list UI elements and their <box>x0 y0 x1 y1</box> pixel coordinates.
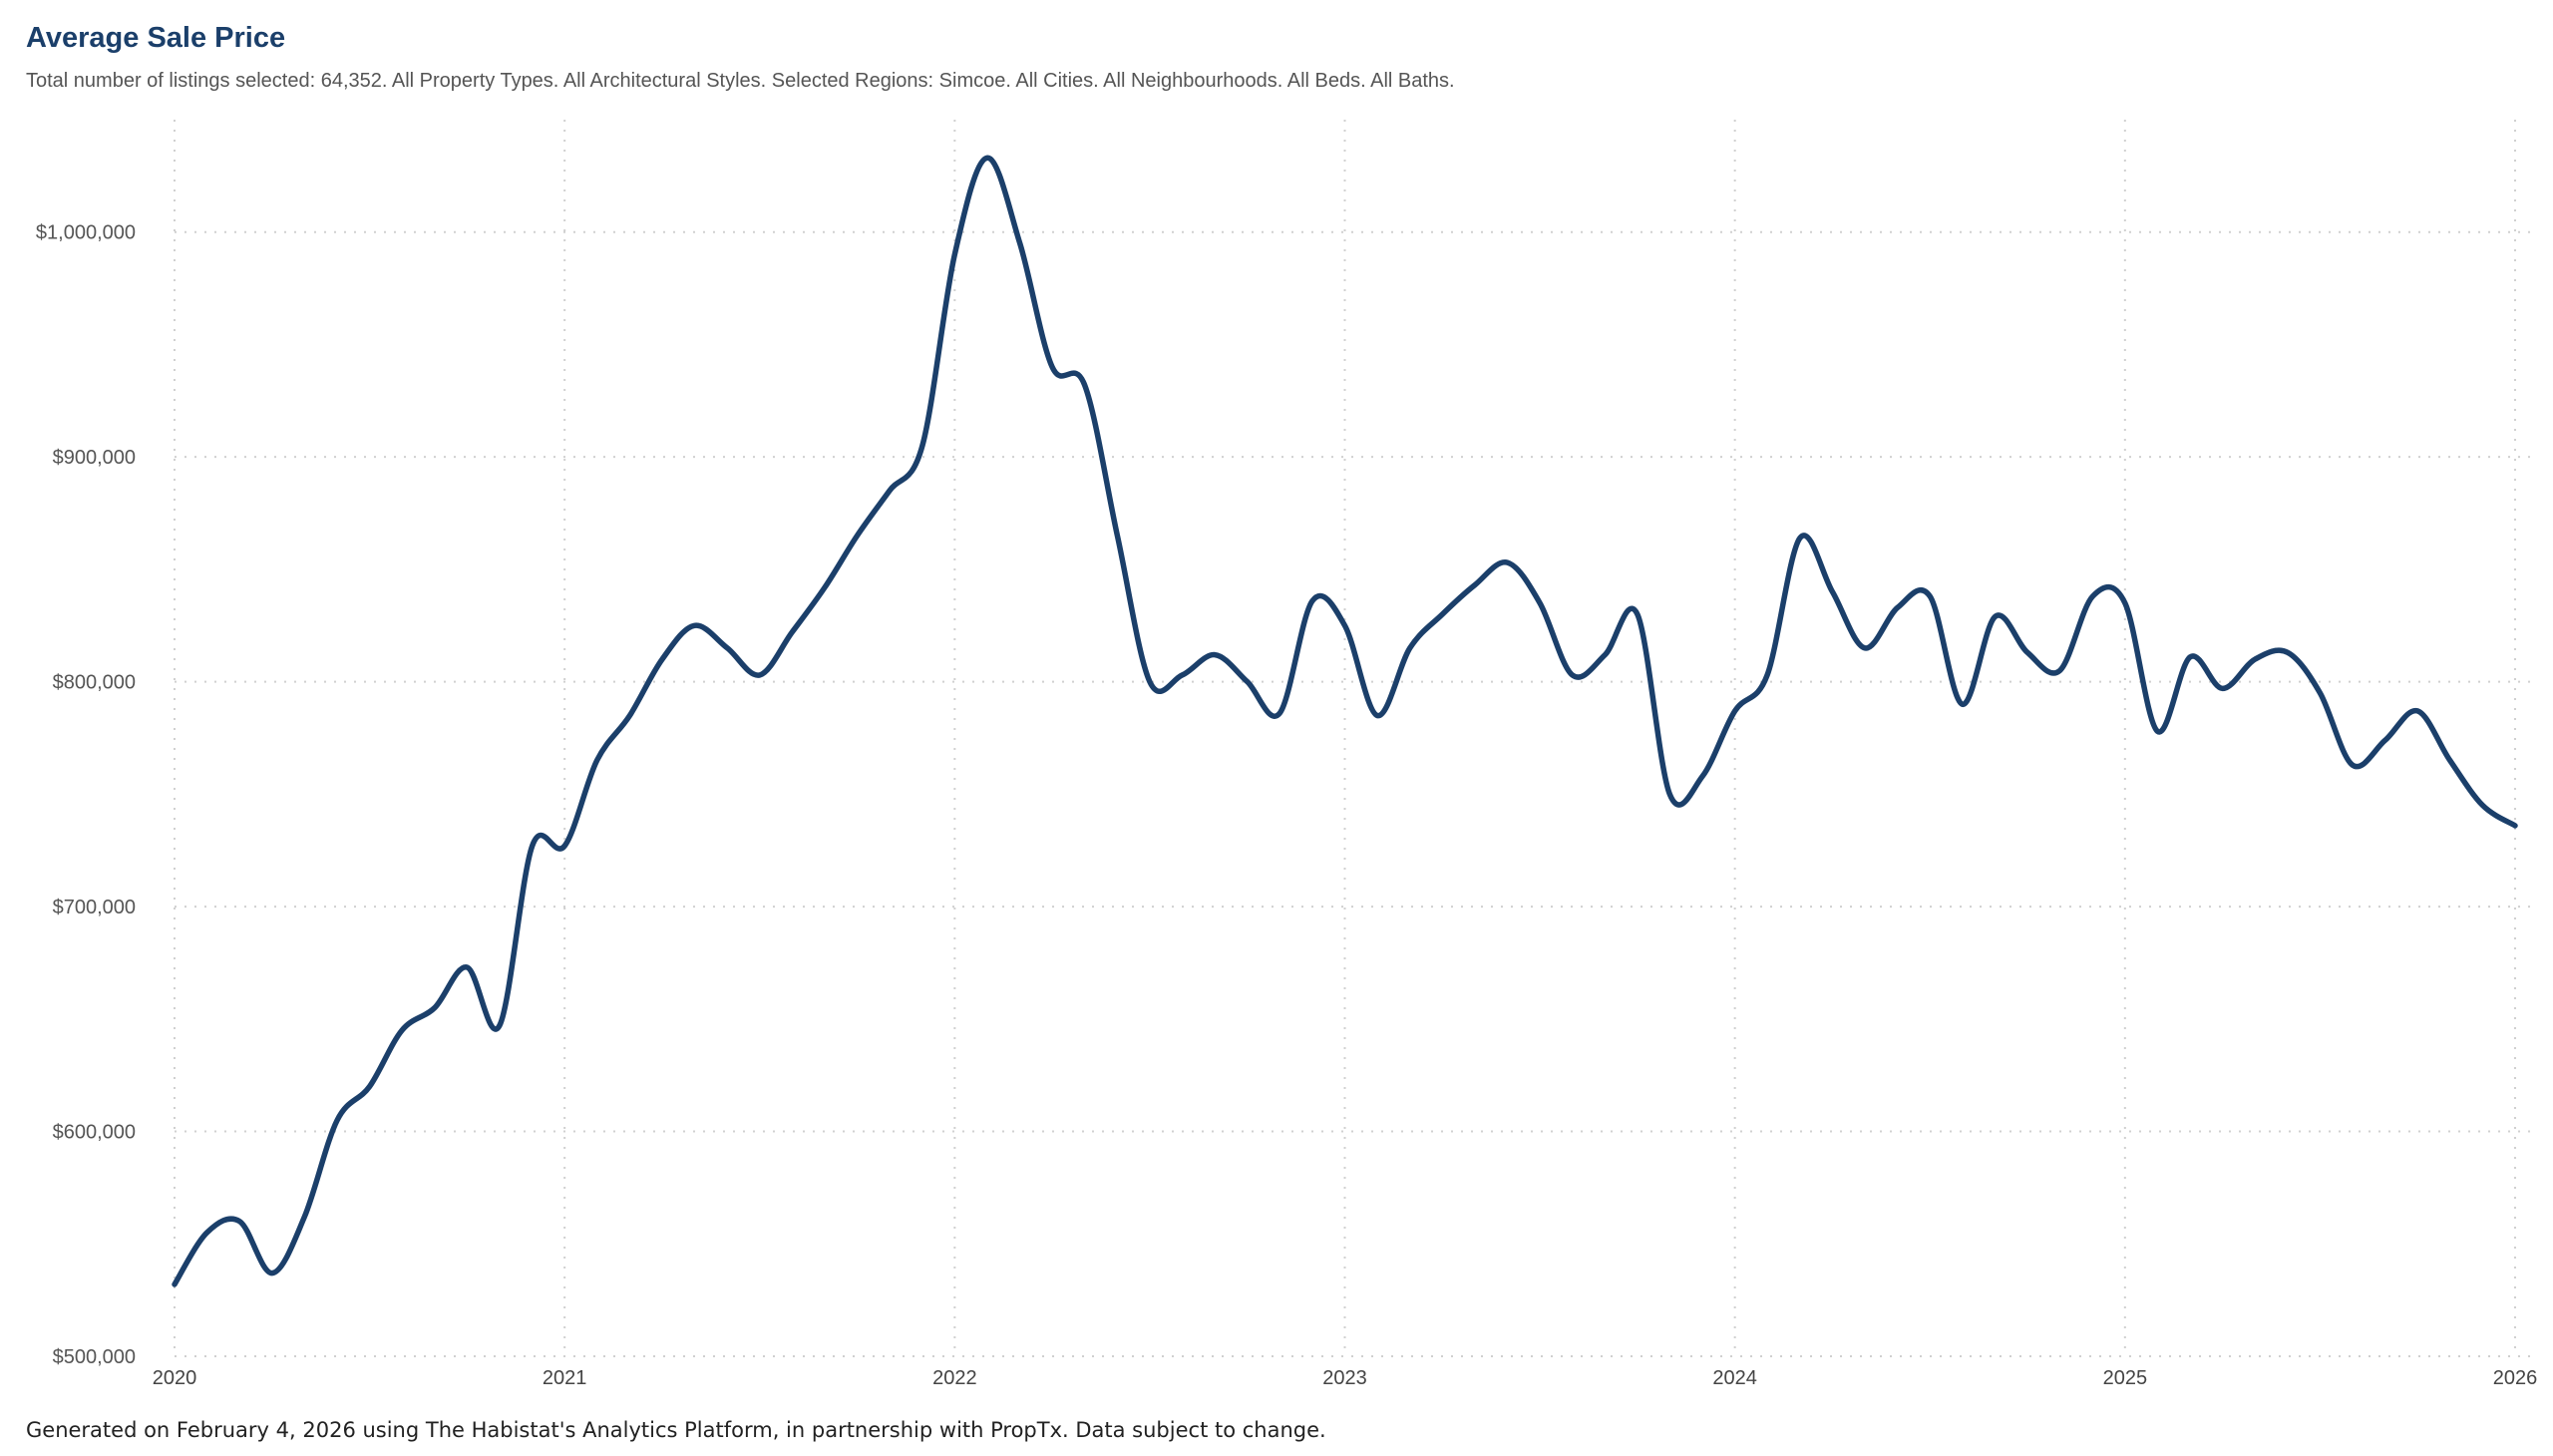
x-tick-label: 2022 <box>932 1367 977 1389</box>
series-line <box>172 155 2518 1287</box>
y-tick-label: $800,000 <box>53 672 136 694</box>
y-axis: $500,000 $600,000 $700,000 $800,000 $900,000… <box>36 222 136 1368</box>
x-tick-label: 2024 <box>1712 1367 1757 1389</box>
grid <box>174 120 2535 1357</box>
y-tick-label: $500,000 <box>53 1346 136 1368</box>
x-tick-label: 2021 <box>543 1367 587 1389</box>
x-tick-label: 2020 <box>153 1367 197 1389</box>
footer-note: Generated on February 4, 2026 using The … <box>26 1418 1326 1442</box>
series-layer <box>172 155 2518 1287</box>
x-axis: 2020 2021 2022 2023 2024 2025 2026 <box>153 1367 2538 1389</box>
y-tick-label: $900,000 <box>53 447 136 469</box>
chart-title: Average Sale Price <box>26 22 286 54</box>
y-tick-label: $1,000,000 <box>36 222 136 244</box>
x-tick-label: 2023 <box>1322 1367 1367 1389</box>
x-tick-label: 2026 <box>2493 1367 2538 1389</box>
y-tick-label: $700,000 <box>53 897 136 918</box>
x-tick-label: 2025 <box>2103 1367 2148 1389</box>
y-tick-label: $600,000 <box>53 1122 136 1144</box>
chart-subtitle: Total number of listings selected: 64,35… <box>26 70 1455 92</box>
